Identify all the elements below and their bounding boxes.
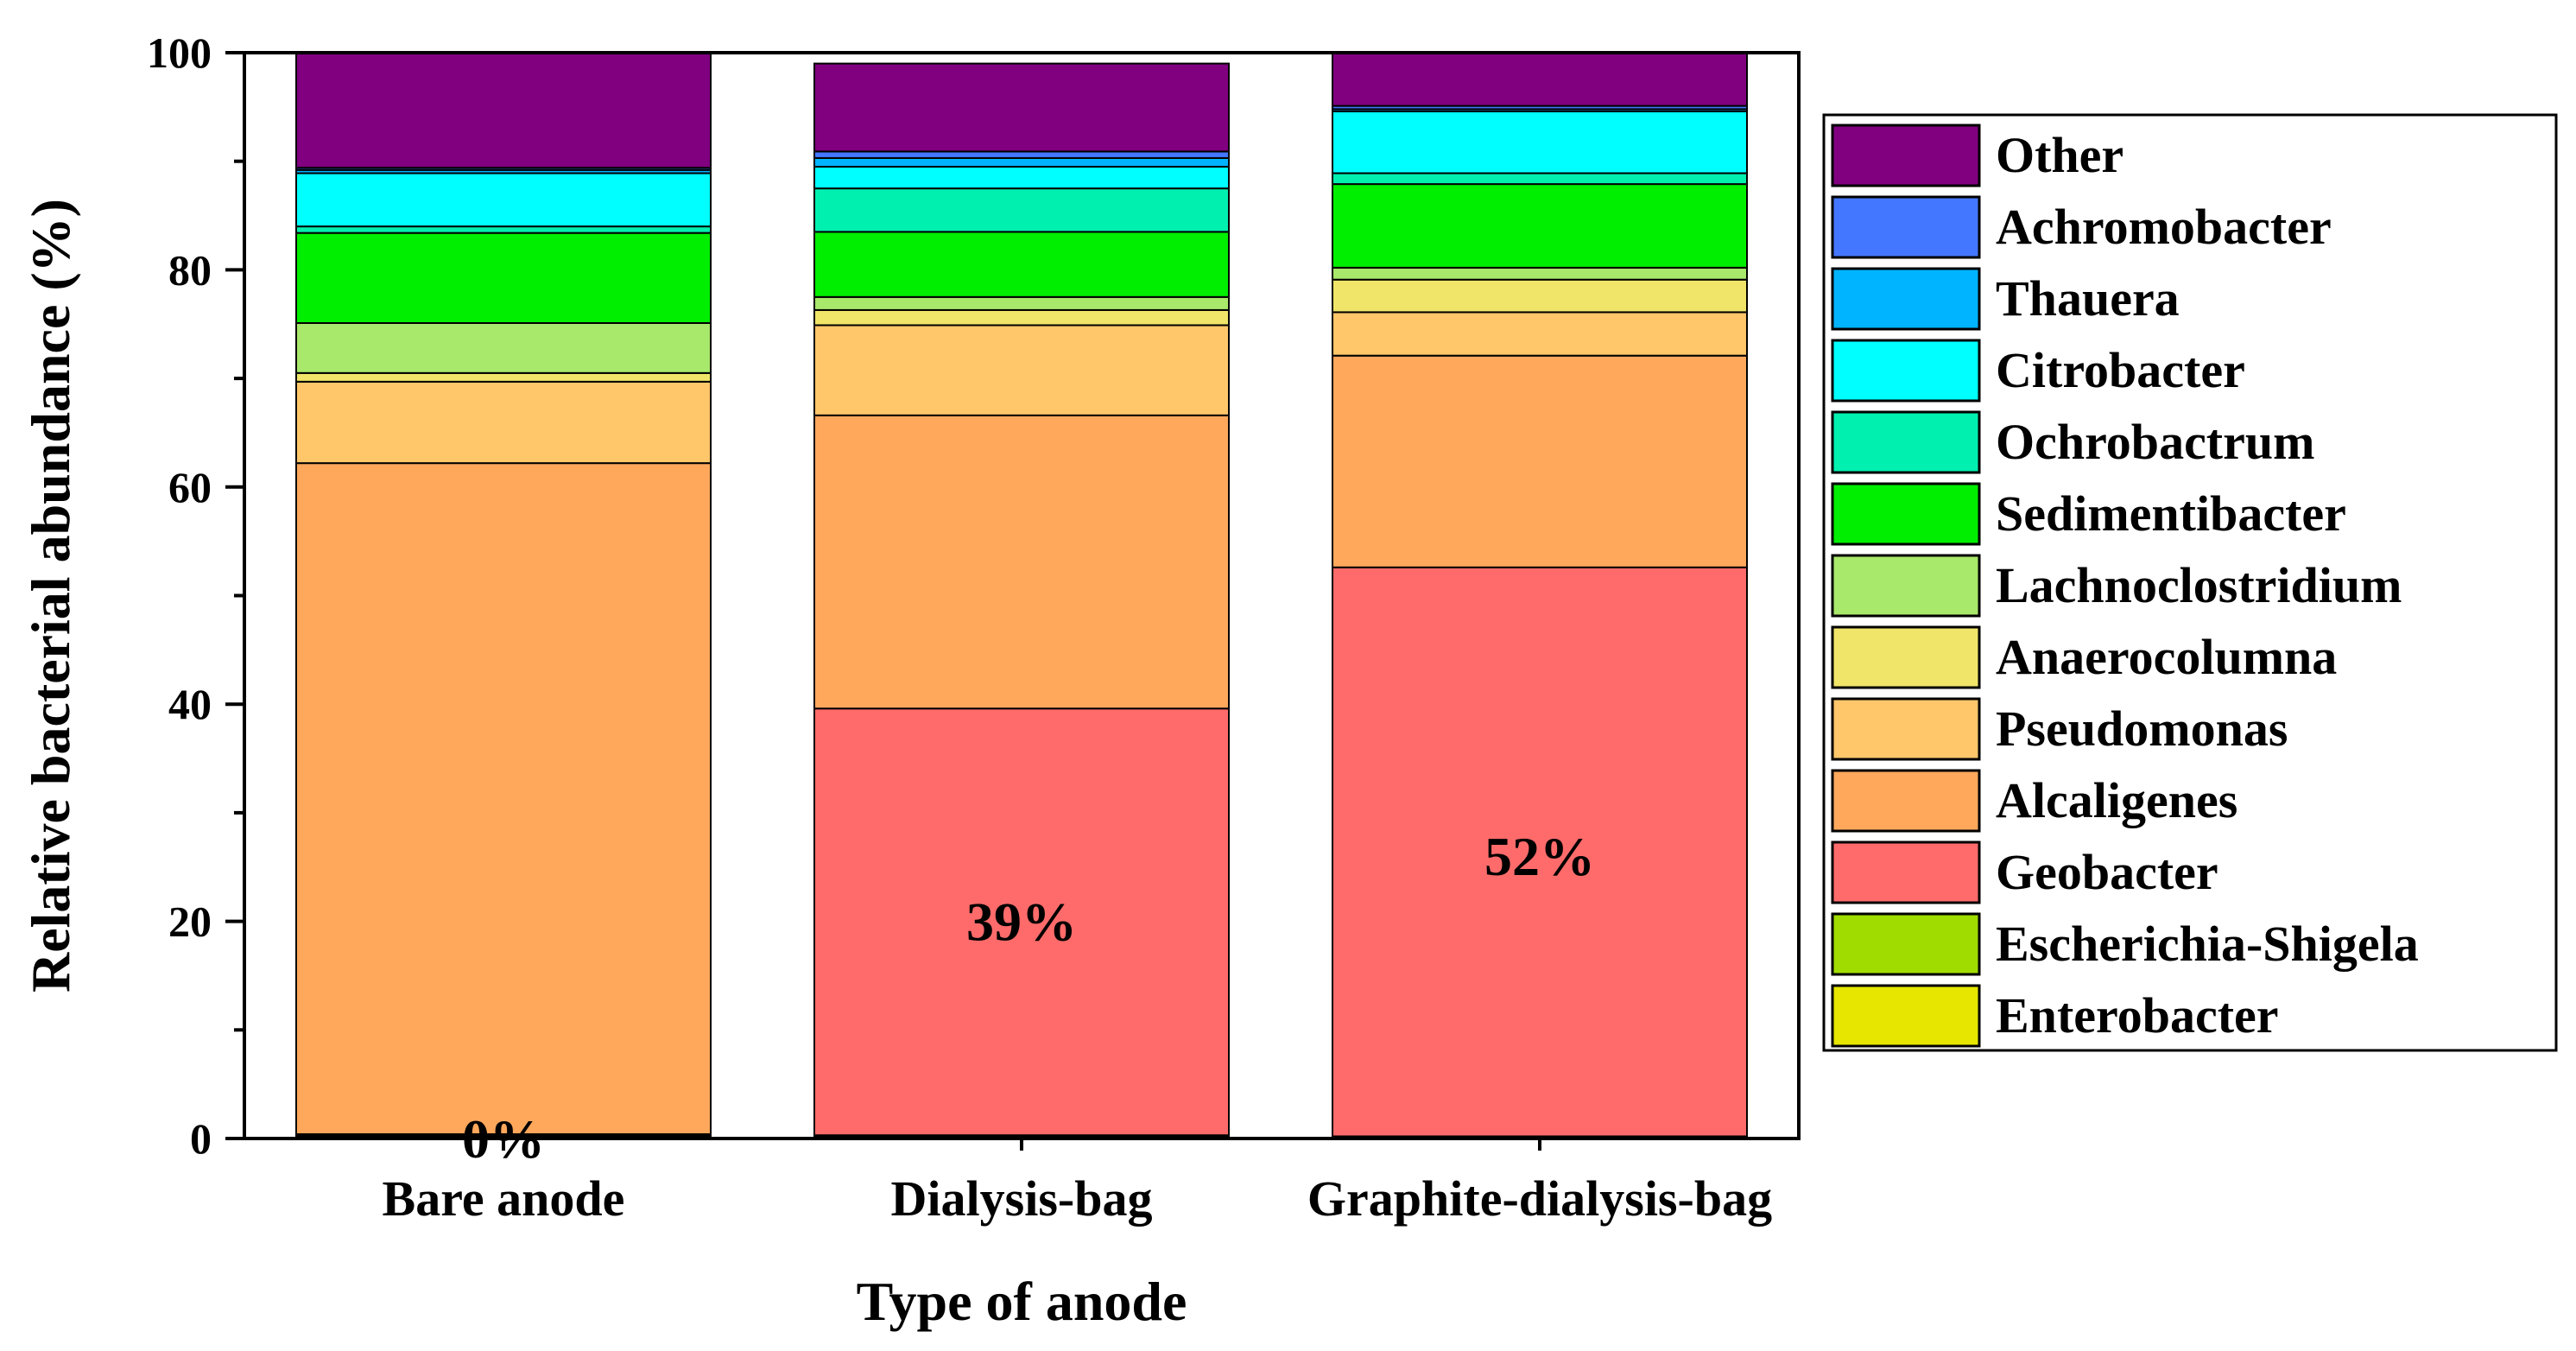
bar-segment-dialysis-bag-achromobacter — [813, 150, 1230, 159]
bar-segment-graphite-dialysis-bag-alcaligenes — [1332, 354, 1748, 568]
legend-label-achromobacter: Achromobacter — [1996, 199, 2332, 255]
bar-segment-graphite-dialysis-bag-lachnoclostridium — [1332, 266, 1748, 281]
bar-segment-dialysis-bag-thauera — [813, 156, 1230, 168]
bar-segment-dialysis-bag-other — [813, 62, 1230, 153]
bar-segment-graphite-dialysis-bag-sedimentibacter — [1332, 183, 1748, 269]
legend-label-geobacter: Geobacter — [1996, 844, 2218, 900]
y-tick-label: 100 — [147, 29, 212, 77]
bar-segment-dialysis-bag-anaerocolumna — [813, 308, 1230, 327]
legend-swatch-sedimentibacter — [1831, 482, 1981, 546]
data-label-dialysis-bag: 39% — [966, 891, 1077, 953]
y-tick-label: 80 — [168, 245, 212, 294]
bar-segment-dialysis-bag-pseudomonas — [813, 324, 1230, 416]
legend-label-escherichia-shigela: Escherichia-Shigela — [1996, 916, 2419, 972]
legend-swatch-thauera — [1831, 267, 1981, 331]
y-tick-label: 20 — [168, 897, 212, 946]
legend-label-other: Other — [1996, 127, 2123, 183]
bar-segment-graphite-dialysis-bag-pseudomonas — [1332, 311, 1748, 357]
y-tick-label: 60 — [168, 463, 212, 511]
bars-layer — [295, 52, 1748, 1140]
bar-segment-graphite-dialysis-bag-other — [1332, 52, 1748, 107]
bar-segment-bare-anode-alcaligenes — [295, 462, 712, 1135]
data-label-bare-anode: 0% — [462, 1108, 545, 1170]
legend-label-thauera: Thauera — [1996, 270, 2180, 327]
legend-label-anaerocolumna: Anaerocolumna — [1996, 629, 2337, 685]
x-tick-label-dialysis-bag: Dialysis-bag — [891, 1170, 1153, 1227]
legend-swatch-achromobacter — [1831, 195, 1981, 259]
legend-label-ochrobactrum: Ochrobactrum — [1996, 414, 2314, 470]
bar-segment-dialysis-bag-geobacter — [813, 707, 1230, 1137]
legend-swatch-anaerocolumna — [1831, 625, 1981, 689]
x-axis-title: Type of anode — [857, 1271, 1187, 1332]
legend: Other Achromobacter Thauera Citrobacter Ochr… — [1822, 113, 2558, 1052]
bar-segment-dialysis-bag-lachnoclostridium — [813, 295, 1230, 311]
y-axis: 0 20 40 60 80 100 — [147, 29, 244, 1163]
legend-label-enterobacter: Enterobacter — [1996, 987, 2279, 1043]
legend-swatch-citrobacter — [1831, 339, 1981, 403]
bar-segment-bare-anode-other — [295, 52, 712, 169]
legend-label-lachnoclostridium: Lachnoclostridium — [1996, 557, 2402, 613]
legend-swatch-other — [1831, 124, 1981, 187]
y-tick-label: 0 — [190, 1114, 212, 1163]
bar-segment-graphite-dialysis-bag-citrobacter — [1332, 110, 1748, 174]
legend-swatch-lachnoclostridium — [1831, 554, 1981, 618]
bar-segment-dialysis-bag-ochrobactrum — [813, 187, 1230, 233]
legend-swatch-escherichia-shigela — [1831, 912, 1981, 976]
data-label-graphite-dialysis-bag: 52% — [1484, 826, 1595, 887]
bar-segment-graphite-dialysis-bag-geobacter — [1332, 566, 1748, 1138]
y-axis-title: Relative bacterial abundance (%) — [20, 199, 81, 993]
legend-swatch-alcaligenes — [1831, 769, 1981, 833]
legend-label-alcaligenes: Alcaligenes — [1996, 772, 2237, 828]
x-tick-label-graphite-dialysis-bag: Graphite-dialysis-bag — [1307, 1170, 1772, 1227]
bar-segment-dialysis-bag-alcaligenes — [813, 414, 1230, 710]
bar-segment-bare-anode-pseudomonas — [295, 380, 712, 465]
legend-swatch-enterobacter — [1831, 984, 1981, 1048]
x-tick-label-bare-anode: Bare anode — [383, 1170, 625, 1227]
legend-label-sedimentibacter: Sedimentibacter — [1996, 485, 2346, 542]
bar-segment-bare-anode-sedimentibacter — [295, 232, 712, 324]
bar-segment-graphite-dialysis-bag-ochrobactrum — [1332, 172, 1748, 186]
legend-label-pseudomonas: Pseudomonas — [1996, 701, 2288, 757]
y-tick-label: 40 — [168, 680, 212, 728]
annotations-layer: 0% 39% 52% — [462, 826, 1595, 1170]
bar-segment-bare-anode-ochrobactrum — [295, 225, 712, 234]
legend-swatch-ochrobactrum — [1831, 410, 1981, 474]
bar-segment-graphite-dialysis-bag-anaerocolumna — [1332, 278, 1748, 314]
x-axis: Bare anode Dialysis-bag Graphite-dialysis-… — [383, 1139, 1772, 1227]
bar-segment-dialysis-bag-sedimentibacter — [813, 231, 1230, 298]
bar-segment-dialysis-bag-citrobacter — [813, 165, 1230, 190]
bar-segment-bare-anode-anaerocolumna — [295, 371, 712, 383]
legend-label-citrobacter: Citrobacter — [1996, 342, 2245, 398]
bar-segment-bare-anode-citrobacter — [295, 172, 712, 228]
bar-segment-bare-anode-lachnoclostridium — [295, 321, 712, 374]
legend-swatch-geobacter — [1831, 840, 1981, 904]
legend-swatch-pseudomonas — [1831, 697, 1981, 761]
